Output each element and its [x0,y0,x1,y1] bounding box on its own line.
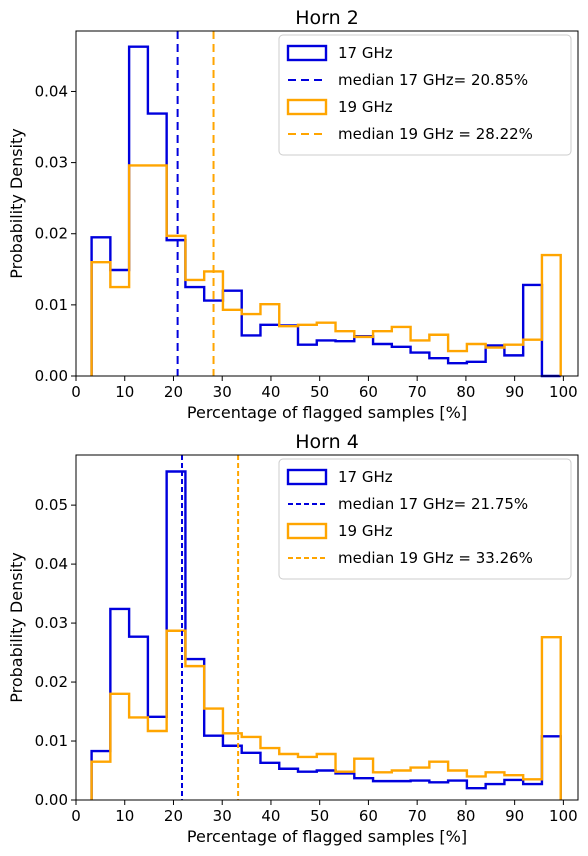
x-tick-label: 50 [310,807,329,825]
y-axis-label: Probability Density [7,128,26,279]
chart-panel-1: Horn 2 0 10 20 30 40 50 60 70 80 90 100 0.00 0.01 0.02… [7,7,579,422]
x-tick-label: 20 [164,807,183,825]
x-tick-label: 20 [164,383,183,401]
y-tick-label: 0.00 [35,791,68,809]
y-tick-label: 0.02 [35,673,68,691]
y-axis-label: Probability Density [7,552,26,703]
x-tick-label: 30 [213,383,232,401]
y-tick-label: 0.03 [35,154,68,172]
y-tick-label: 0.04 [35,82,68,100]
x-tick-label: 90 [505,383,524,401]
chart-title: Horn 2 [295,7,359,29]
legend-swatch [286,98,328,116]
legend-entry-17ghz: 17 GHz [338,44,393,62]
y-tick-label: 0.01 [35,296,68,314]
axes-frame [75,454,579,801]
legend-entry-median-19ghz: median 19 GHz = 28.22% [338,125,533,143]
x-tick-label: 10 [115,807,134,825]
x-tick-label: 60 [359,807,378,825]
x-tick-label: 90 [505,807,524,825]
x-tick-label: 70 [408,807,427,825]
chart-title: Horn 4 [295,431,359,453]
legend-swatch [286,522,328,540]
x-tick-label: 40 [261,807,280,825]
legend-entry-19ghz: 19 GHz [338,98,393,116]
legend-entry-median-17ghz: median 17 GHz= 21.75% [338,495,528,513]
y-tick-label: 0.04 [35,555,68,573]
y-tick-label: 0.00 [35,367,68,385]
y-tick-label: 0.01 [35,732,68,750]
legend: 17 GHz median 17 GHz= 21.75% 19 GHz median … [278,458,572,580]
legend-entry-19ghz: 19 GHz [338,522,393,540]
legend-entry-median-17ghz: median 17 GHz= 20.85% [338,71,528,89]
x-tick-label: 0 [71,383,81,401]
x-axis-label: Percentage of flagged samples [%] [187,827,467,846]
y-tick-label: 0.03 [35,614,68,632]
x-tick-label: 50 [310,383,329,401]
x-tick-label: 80 [456,383,475,401]
histogram-series-17-ghz [90,45,561,378]
legend-swatch [286,44,328,62]
histogram-series-19-ghz [90,164,562,376]
chart-panel-2: Horn 4 0 10 20 30 40 50 60 70 80 90 100 0.00 0.01 0.02… [7,431,579,846]
y-tick-label: 0.05 [35,496,68,514]
x-tick-label: 30 [213,807,232,825]
legend: 17 GHz median 17 GHz= 20.85% 19 GHz median … [278,34,572,156]
x-tick-label: 0 [71,807,81,825]
x-tick-label: 100 [549,383,578,401]
legend-entry-17ghz: 17 GHz [338,468,393,486]
x-tick-label: 100 [549,807,578,825]
legend-entry-median-19ghz: median 19 GHz = 33.26% [338,549,533,567]
x-tick-label: 80 [456,807,475,825]
histogram-series-19-ghz [90,629,562,800]
x-tick-label: 70 [408,383,427,401]
y-tick-label: 0.02 [35,225,68,243]
legend-swatch [286,468,328,486]
x-axis-label: Percentage of flagged samples [%] [187,403,467,422]
x-tick-label: 10 [115,383,134,401]
axes-frame [75,30,579,377]
x-tick-label: 60 [359,383,378,401]
legend-box [278,458,572,580]
legend-box [278,34,572,156]
x-tick-label: 40 [261,383,280,401]
